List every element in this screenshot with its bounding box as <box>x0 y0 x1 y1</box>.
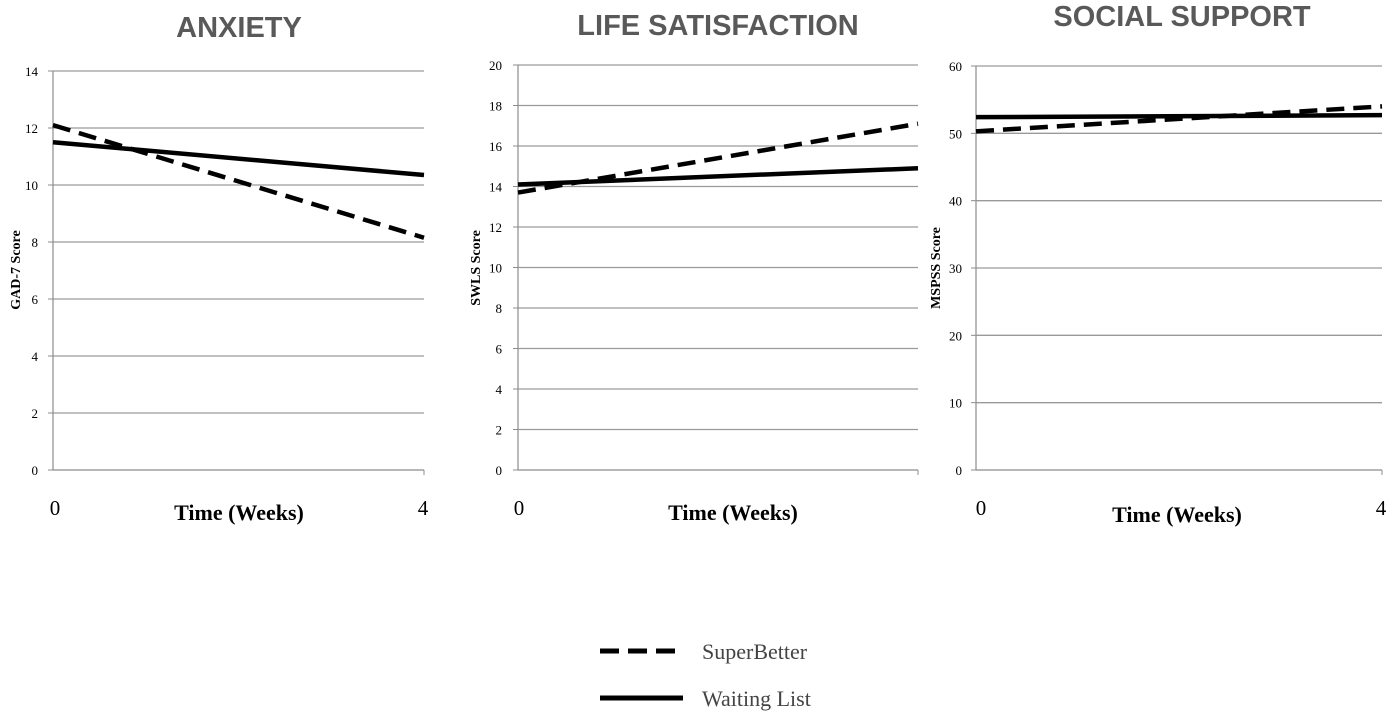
social-support-x-tick-label: 4 <box>1376 496 1387 520</box>
legend-label-waiting-list: Waiting List <box>702 686 811 711</box>
life-satisfaction-series-waiting-list <box>517 166 919 187</box>
life-satisfaction-y-tick-label: 2 <box>496 423 503 438</box>
social-support-x-tick-label: 0 <box>976 496 987 520</box>
social-support-y-tick-label: 60 <box>949 59 962 74</box>
legend-label-superbetter: SuperBetter <box>702 639 808 664</box>
legend: SuperBetter Waiting List <box>600 639 811 711</box>
life-satisfaction-y-tick-label: 0 <box>496 463 503 478</box>
social-support-y-tick-label: 40 <box>949 194 962 209</box>
life-satisfaction-y-tick-label: 6 <box>496 342 503 357</box>
anxiety-y-tick-label: 14 <box>25 64 39 79</box>
life-satisfaction-y-tick-label: 14 <box>489 180 503 195</box>
social-support-y-tick-label: 30 <box>949 261 962 276</box>
social-support-title: SOCIAL SUPPORT <box>1053 1 1311 33</box>
anxiety-series-waiting-list <box>52 140 425 178</box>
social-support-x-axis-label: Time (Weeks) <box>1112 502 1242 527</box>
social-support-series-waiting-list <box>975 112 1383 120</box>
anxiety-panel: ANXIETY 0 2 4 6 8 10 12 14 0 4 Time (Weeks) GAD-7 Sc… <box>9 12 429 525</box>
life-satisfaction-y-tick-label: 20 <box>489 58 502 73</box>
life-satisfaction-y-axis-label: SWLS Score <box>469 230 484 306</box>
anxiety-x-tick-label: 4 <box>418 496 429 520</box>
life-satisfaction-y-tick-label: 4 <box>496 382 503 397</box>
anxiety-y-axis-label: GAD-7 Score <box>9 230 24 309</box>
life-satisfaction-y-tick-label: 10 <box>489 261 502 276</box>
anxiety-y-tick-label: 2 <box>32 406 39 421</box>
anxiety-y-tick-label: 12 <box>25 121 38 136</box>
social-support-series-superbetter <box>975 104 1383 134</box>
anxiety-y-tick-label: 10 <box>25 178 38 193</box>
anxiety-series-superbetter <box>52 122 425 240</box>
life-satisfaction-title: LIFE SATISFACTION <box>577 10 858 42</box>
social-support-y-tick-label: 20 <box>949 328 962 343</box>
anxiety-y-tick-label: 8 <box>32 235 39 250</box>
life-satisfaction-y-tick-label: 18 <box>489 99 502 114</box>
social-support-y-tick-label: 0 <box>956 463 963 478</box>
life-satisfaction-y-tick-label: 12 <box>489 220 502 235</box>
social-support-panel: SOCIAL SUPPORT 0 10 20 30 40 50 60 0 4 Time (Weeks… <box>929 1 1387 527</box>
anxiety-y-tick-label: 0 <box>32 463 39 478</box>
life-satisfaction-panel: LIFE SATISFACTION 0 2 4 6 8 10 12 14 16 18 20 0 Time … <box>469 10 919 525</box>
anxiety-title: ANXIETY <box>176 12 302 44</box>
social-support-y-tick-label: 10 <box>949 396 962 411</box>
life-satisfaction-x-axis-label: Time (Weeks) <box>668 500 798 525</box>
anxiety-x-axis-label: Time (Weeks) <box>174 500 304 525</box>
life-satisfaction-y-tick-label: 8 <box>496 301 503 316</box>
life-satisfaction-y-tick-label: 16 <box>489 139 503 154</box>
social-support-y-tick-label: 50 <box>949 126 962 141</box>
life-satisfaction-x-tick-label: 0 <box>514 496 525 520</box>
anxiety-x-tick-label: 0 <box>50 496 61 520</box>
social-support-y-axis-label: MSPSS Score <box>929 227 944 309</box>
anxiety-y-tick-label: 4 <box>32 349 39 364</box>
anxiety-y-tick-label: 6 <box>32 292 39 307</box>
